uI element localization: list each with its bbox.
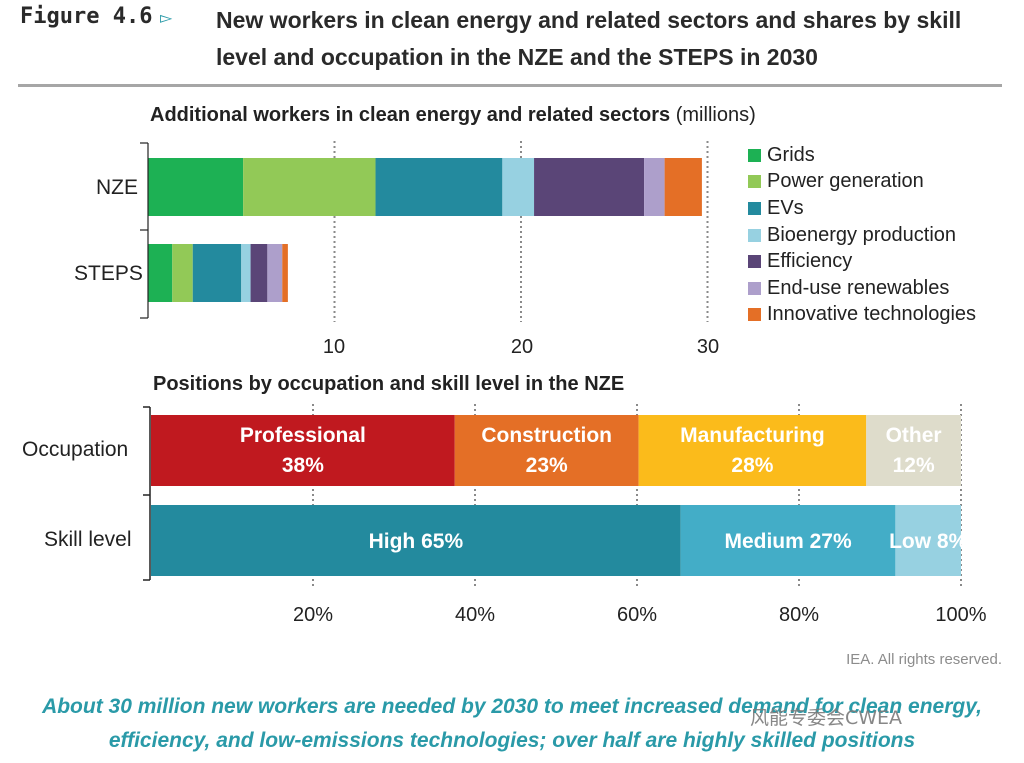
top-chart-title: Additional workers in clean energy and r… <box>150 104 756 127</box>
bar-segment <box>148 158 244 216</box>
bottom-chart-title-text: Positions by occupation and skill level … <box>153 373 625 395</box>
top-chart-title-unit: (millions) <box>675 104 756 126</box>
figure-label: Figure 4.6 <box>20 4 153 29</box>
legend-label: Power generation <box>767 170 924 193</box>
segment-label: Medium 27% <box>724 530 852 553</box>
legend-item: EVs <box>748 195 976 222</box>
segment-value-label: 28% <box>731 454 773 477</box>
legend-swatch <box>748 175 761 189</box>
header-divider <box>18 84 1002 87</box>
bar-segment <box>192 244 242 302</box>
bar-segment <box>151 505 681 576</box>
legend-item: Grids <box>748 142 976 169</box>
legend-item: End-use renewables <box>748 275 976 302</box>
bar-segment <box>454 415 639 486</box>
bottom-xtick-label: 80% <box>778 604 820 626</box>
legend-label: Bioenergy production <box>767 223 957 246</box>
figure-caption: About 30 million new workers are needed … <box>42 695 982 752</box>
category-label-occupation: Occupation <box>22 438 129 461</box>
bottom-xtick-label: 100% <box>935 604 987 626</box>
bar-segment <box>680 505 896 576</box>
bottom-chart: Professional 38% Construction 23% Manufactur… <box>143 404 968 588</box>
legend-label: End-use renewables <box>767 276 950 299</box>
bottom-xtick-label: 60% <box>616 604 658 626</box>
legend-swatch <box>748 228 761 242</box>
legend-swatch <box>748 308 761 322</box>
segment-value-label: 12% <box>893 454 935 477</box>
bar-segment <box>534 158 645 216</box>
bar-segment <box>866 415 961 486</box>
category-label-nze: NZE <box>96 176 138 199</box>
bar-segment <box>664 158 702 216</box>
top-xtick-label: 30 <box>696 336 720 358</box>
legend-label: Grids <box>767 143 815 166</box>
bar-segment <box>638 415 867 486</box>
bottom-xtick-label: 20% <box>292 604 334 626</box>
top-chart-title-main: Additional workers in clean energy and r… <box>150 104 671 126</box>
segment-label: Professional <box>240 424 366 447</box>
segment-value-label: 23% <box>526 454 568 477</box>
legend-swatch <box>748 281 761 295</box>
top-chart <box>140 141 709 322</box>
segment-label: Low 8% <box>889 530 968 553</box>
segment-label: Manufacturing <box>680 424 825 447</box>
bar-segment <box>241 244 251 302</box>
bottom-xtick-label: 40% <box>454 604 496 626</box>
segment-label: Construction <box>481 424 612 447</box>
bar-segment <box>148 244 173 302</box>
bar-segment <box>243 158 376 216</box>
segment-label: High 65% <box>369 530 464 553</box>
bar-segment <box>375 158 503 216</box>
legend-item: Efficiency <box>748 248 976 275</box>
bar-segment <box>250 244 268 302</box>
legend-swatch <box>748 148 761 162</box>
bar-segment <box>151 415 455 486</box>
bar-segment <box>502 158 535 216</box>
bar-segment <box>895 505 961 576</box>
legend-item: Bioenergy production <box>748 222 976 249</box>
segment-value-label: 38% <box>282 454 324 477</box>
legend-swatch <box>748 201 761 215</box>
legend-label: EVs <box>767 196 804 219</box>
legend: Grids Power generation EVs Bioenergy pro… <box>748 142 976 328</box>
figure-arrow-icon: ▻ <box>160 8 173 27</box>
legend-label: Innovative technologies <box>767 303 977 326</box>
legend-label: Efficiency <box>767 250 853 273</box>
bar-segment <box>282 244 288 302</box>
copyright-notice: IEA. All rights reserved. <box>846 651 1002 668</box>
watermark: 风能专委会CWEA <box>750 707 903 729</box>
category-label-steps: STEPS <box>74 262 143 285</box>
top-xtick-label: 20 <box>510 336 534 358</box>
top-xtick-label: 10 <box>322 336 346 358</box>
legend-swatch <box>748 255 761 269</box>
legend-item: Innovative technologies <box>748 302 976 329</box>
legend-item: Power generation <box>748 169 976 196</box>
bar-segment <box>644 158 665 216</box>
bar-segment <box>172 244 193 302</box>
segment-label: Other <box>886 424 942 447</box>
category-label-skill-level: Skill level <box>44 528 132 551</box>
bar-segment <box>267 244 283 302</box>
figure-title: New workers in clean energy and related … <box>216 7 962 70</box>
bottom-chart-title: Positions by occupation and skill level … <box>153 373 624 396</box>
